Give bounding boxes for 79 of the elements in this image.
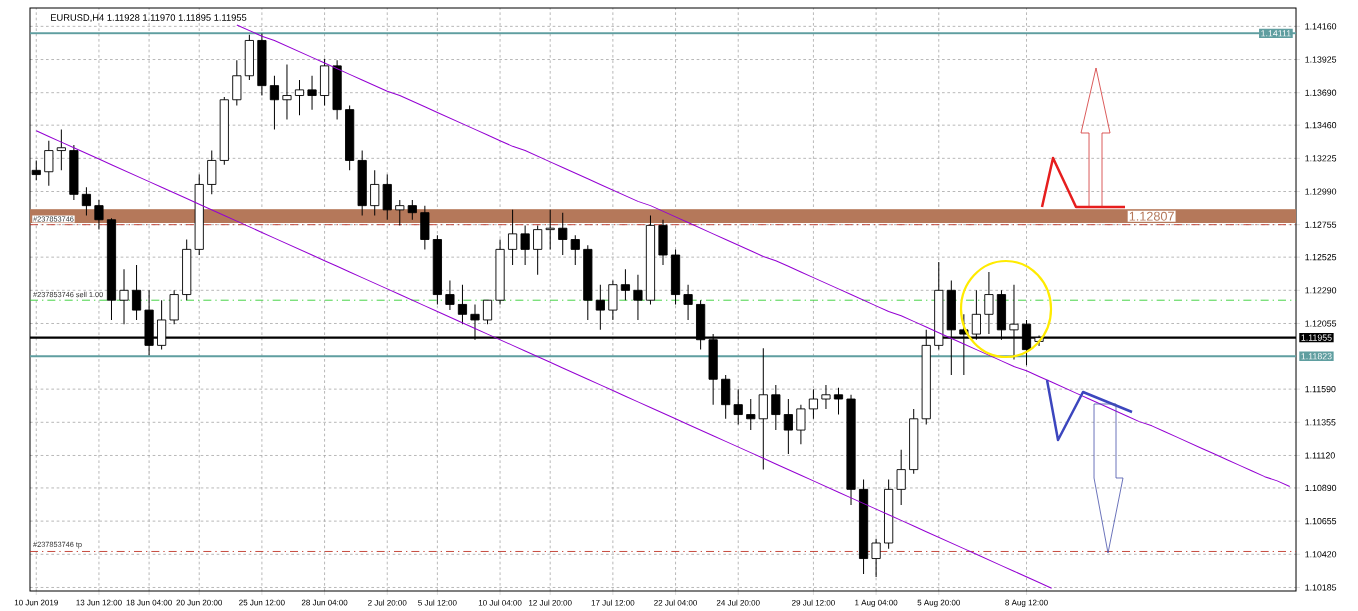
y-tick-label: 1.13225 bbox=[1305, 155, 1337, 162]
x-tick-label: 13 Jun 12:00 bbox=[76, 599, 122, 606]
y-tick-label: 1.10890 bbox=[1305, 484, 1337, 492]
candlestick bbox=[620, 268, 630, 301]
candlestick bbox=[81, 186, 91, 217]
candlestick bbox=[758, 347, 768, 471]
y-tick-label: 1.11590 bbox=[1305, 386, 1336, 393]
candlestick bbox=[94, 199, 104, 231]
y-tick-label: 1.11355 bbox=[1305, 419, 1336, 426]
y-tick-label: 1.13690 bbox=[1305, 89, 1337, 96]
candlestick bbox=[482, 299, 493, 325]
x-tick-label: 10 Jul 04:00 bbox=[478, 599, 522, 606]
candlestick bbox=[232, 59, 242, 106]
candlestick bbox=[871, 538, 881, 578]
candlestick bbox=[796, 404, 806, 445]
candlestick bbox=[683, 284, 693, 321]
y-tick-label: 1.12055 bbox=[1305, 320, 1337, 327]
candlestick bbox=[407, 199, 417, 221]
candlestick bbox=[771, 384, 781, 431]
candlestick bbox=[56, 128, 66, 171]
ref-line-label: 1.11823 bbox=[1301, 353, 1332, 360]
candlestick bbox=[746, 398, 756, 431]
candlestick bbox=[520, 224, 530, 266]
candlestick bbox=[445, 279, 455, 311]
y-tick-label: 1.12525 bbox=[1305, 254, 1337, 261]
candlestick bbox=[457, 284, 468, 325]
candlestick bbox=[733, 388, 743, 425]
ref-line-label: 1.11955 bbox=[1301, 334, 1332, 341]
candlestick bbox=[131, 264, 142, 321]
y-tick-label: 1.12290 bbox=[1305, 287, 1337, 294]
x-tick-label: 28 Jun 04:00 bbox=[301, 599, 348, 606]
candlestick bbox=[633, 274, 643, 321]
candlestick bbox=[984, 271, 994, 335]
candlestick bbox=[395, 199, 405, 226]
ref-line-label: 1.14111 bbox=[1261, 30, 1291, 37]
x-tick-label: 20 Jun 20:00 bbox=[176, 599, 223, 606]
y-tick-label: 1.13925 bbox=[1305, 56, 1337, 63]
candlestick bbox=[783, 398, 793, 455]
band-label: 1.12807 bbox=[1129, 211, 1174, 221]
candlestick bbox=[558, 212, 568, 256]
y-tick-label: 1.10420 bbox=[1305, 551, 1337, 558]
x-tick-label: 5 Aug 20:00 bbox=[917, 599, 961, 607]
candlestick bbox=[307, 75, 317, 111]
x-tick-label: 12 Jul 20:00 bbox=[529, 599, 572, 606]
candlestick bbox=[44, 140, 54, 187]
candlestick bbox=[545, 209, 555, 250]
candlestick bbox=[282, 63, 292, 121]
x-tick-label: 25 Jun 12:00 bbox=[239, 599, 285, 606]
y-tick-label: 1.14160 bbox=[1305, 23, 1337, 30]
x-tick-label: 10 Jun 2019 bbox=[14, 599, 58, 606]
candlestick bbox=[896, 449, 906, 506]
candlestick bbox=[570, 234, 580, 266]
x-tick-label: 5 Jul 12:00 bbox=[418, 599, 457, 606]
candlestick bbox=[595, 284, 605, 331]
x-tick-label: 29 Jul 12:00 bbox=[792, 599, 835, 606]
candlestick bbox=[833, 387, 844, 416]
y-tick-label: 1.12990 bbox=[1305, 188, 1337, 195]
candlestick bbox=[808, 388, 819, 420]
candlestick bbox=[508, 209, 518, 266]
x-tick-label: 22 Jul 04:00 bbox=[654, 599, 698, 606]
candlestick bbox=[370, 169, 380, 217]
x-tick-label: 17 Jul 12:00 bbox=[591, 599, 635, 606]
x-tick-label: 2 Jul 20:00 bbox=[368, 599, 407, 606]
x-tick-label: 8 Aug 12:00 bbox=[1005, 599, 1048, 607]
x-tick-label: 18 Jun 04:00 bbox=[126, 599, 172, 606]
candlestick bbox=[821, 384, 831, 410]
y-tick-label: 1.10655 bbox=[1305, 518, 1337, 525]
x-tick-label: 24 Jul 20:00 bbox=[716, 599, 760, 606]
y-tick-label: 1.10185 bbox=[1305, 584, 1337, 591]
y-tick-label: 1.12755 bbox=[1305, 221, 1337, 228]
candlestick bbox=[533, 224, 543, 276]
text: EURUSD,H4 1.11928 1.11970 1.11895 1.11955 bbox=[51, 14, 247, 22]
candlestick bbox=[294, 79, 305, 116]
candlestick bbox=[119, 268, 129, 325]
x-tick-label: 1 Aug 04:00 bbox=[855, 599, 898, 607]
candlestick bbox=[269, 75, 280, 130]
y-tick-label: 1.11120 bbox=[1305, 452, 1335, 459]
candlestick bbox=[207, 150, 217, 195]
y-tick-label: 1.13460 bbox=[1305, 122, 1337, 129]
